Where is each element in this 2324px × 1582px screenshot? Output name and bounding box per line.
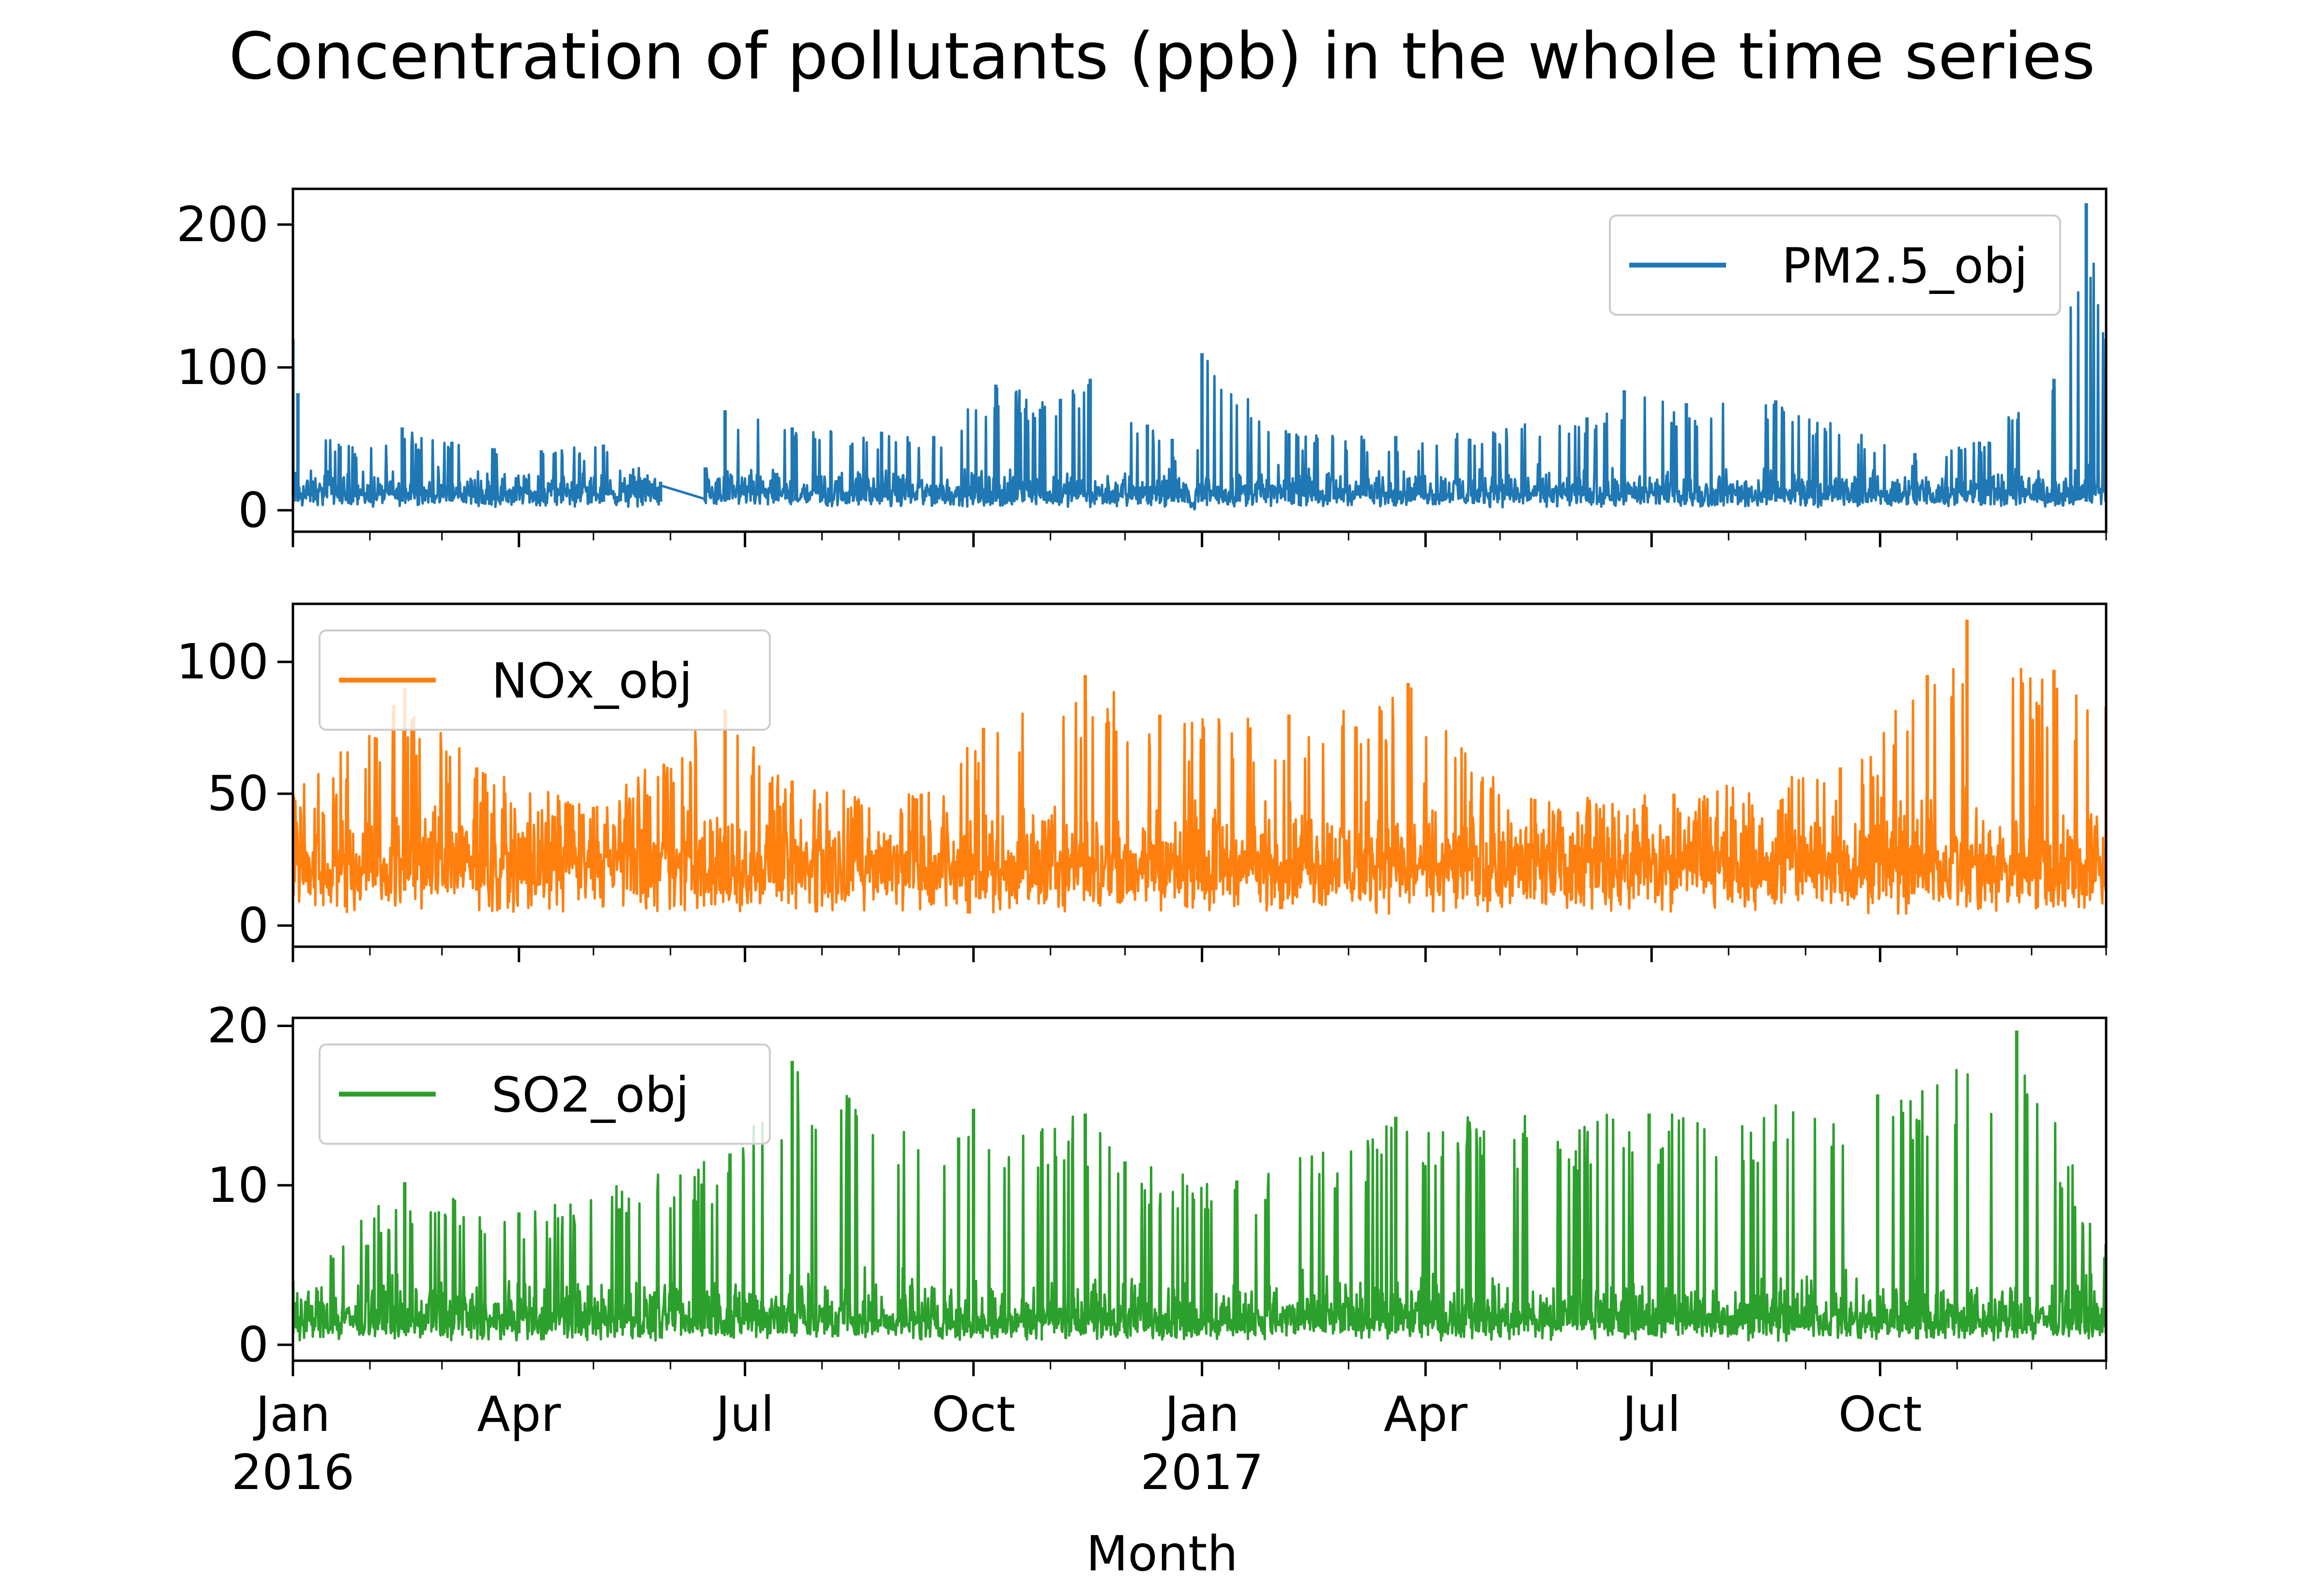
y-tick-label: 10 [207,1157,269,1213]
legend: NOx_obj [319,630,771,731]
x-tick-year-label: 2017 [1140,1444,1264,1501]
axes-frame [291,187,2108,533]
series-peaks-NOx_obj [293,619,2106,891]
subplot-3: 0 10 20 SO2_obj [207,997,2108,1376]
x-tick-label: Jan [1162,1386,1239,1443]
y-tick-label: 0 [238,897,269,953]
chart-figure: Concentration of pollutants (ppb) in the… [176,19,2108,1582]
x-tick-label: Apr [1384,1386,1468,1443]
series-line-PM2.5_obj [293,227,2106,511]
x-tick-label: Jul [1620,1386,1681,1443]
legend: SO2_obj [319,1044,771,1145]
x-tick-label: Oct [1838,1386,1922,1443]
y-tick-label: 0 [238,1316,269,1373]
y-tick-label: 100 [176,633,269,690]
x-axis-label: Month [1086,1525,1238,1582]
series-line-SO2_obj [293,1069,2106,1342]
subplot-1: 0 100 200 PM2.5_obj [176,187,2108,547]
legend-label: NOx_obj [491,653,692,709]
series-peaks-PM2.5_obj [293,203,2106,509]
y-tick-label: 200 [176,196,269,253]
series-peaks-SO2_obj [293,1030,2106,1334]
legend-label: SO2_obj [491,1067,689,1123]
chart-title: Concentration of pollutants (ppb) in the… [229,19,2095,94]
x-tick-label: Jul [713,1386,774,1443]
axes-frame [291,602,2108,948]
y-tick-label: 0 [238,482,269,538]
legend-box [319,1044,771,1145]
y-tick-label: 50 [207,765,269,822]
x-tick-year-label: 2016 [231,1444,355,1501]
legend: PM2.5_obj [1609,215,2061,316]
legend-box [1609,215,2061,316]
x-tick-label: Apr [477,1386,561,1443]
x-tick-label: Oct [932,1386,1015,1443]
legend-box [319,630,771,731]
x-tick-label: Jan [253,1386,330,1443]
legend-label: PM2.5_obj [1782,238,2028,294]
y-tick-label: 20 [207,997,269,1054]
y-tick-label: 100 [176,339,269,396]
axes-frame [291,1016,2108,1362]
subplot-2: 0 50 100 NOx_obj [176,602,2108,962]
chart-svg: 0 100 200 PM2.5_obj 0 50 100 NOx_obj 0 10 20 SO2_ob… [176,187,2108,1501]
